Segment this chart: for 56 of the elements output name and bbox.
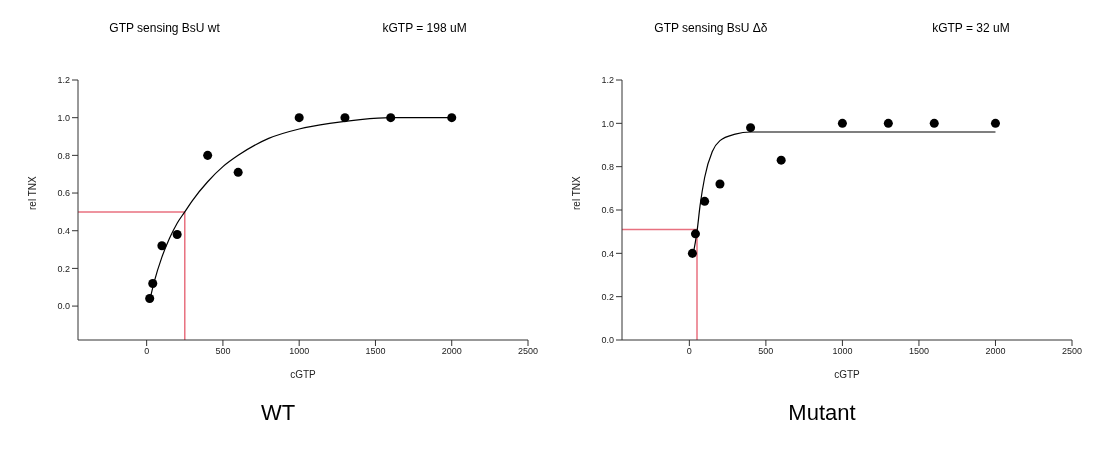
y-tick-label: 0.6 [601,205,614,216]
y-tick-label: 0.6 [57,188,70,199]
y-tick-label: 1.2 [57,75,70,86]
x-tick-label: 2500 [1061,346,1083,357]
text: WT [259,400,297,426]
chart-title: GTP sensing BsU wt [109,21,220,35]
point [294,113,304,123]
point [157,241,167,251]
point [203,150,213,160]
text: kGTP = 32 uM [932,21,1010,35]
x-tick-label: 500 [215,346,231,357]
point [776,155,786,165]
point [929,118,939,128]
x-tick-label: 0 [686,346,692,357]
x-tick-label: 1000 [832,346,853,357]
x-tick-label: 1000 [289,346,310,357]
y-tick-label: 0.0 [601,335,614,346]
point [990,118,1000,128]
point [386,113,396,123]
y-tick-label: 0.2 [57,263,70,274]
point [447,113,457,123]
y-tick-label: 0.8 [601,161,614,172]
x-tick-label: 2000 [441,346,462,357]
text: Mutant [787,400,857,426]
y-tick-label: 0.2 [601,291,614,302]
y-axis-title: rel TNX [26,175,38,210]
point [340,113,350,123]
point [233,167,243,177]
point [690,229,700,239]
point [715,179,725,189]
text: kGTP = 198 uM [382,21,467,35]
point [172,229,182,239]
point [837,118,847,128]
y-axis-title: rel TNX [570,175,582,210]
x-axis-title: cGTP [834,369,861,380]
x-tick-label: 1500 [365,346,386,357]
y-tick-label: 0.4 [57,225,70,236]
point [883,118,893,128]
x-tick-label: 2000 [985,346,1006,357]
x-tick-label: 2500 [517,346,539,357]
x-axis-title: cGTP [290,369,317,380]
x-tick-label: 500 [758,346,774,357]
point [148,278,158,288]
x-tick-label: 0 [144,346,150,357]
y-tick-label: 0.0 [57,301,70,312]
point [746,123,756,133]
y-tick-label: 1.2 [601,75,614,86]
point [687,248,697,258]
x-tick-label: 1500 [908,346,929,357]
y-tick-label: 1.0 [601,118,614,129]
y-tick-label: 0.8 [57,150,70,161]
chart-title: GTP sensing BsU Δδ [654,21,768,35]
point [145,294,155,304]
y-tick-label: 1.0 [57,112,70,123]
y-tick-label: 0.4 [601,248,614,259]
point [700,196,710,206]
